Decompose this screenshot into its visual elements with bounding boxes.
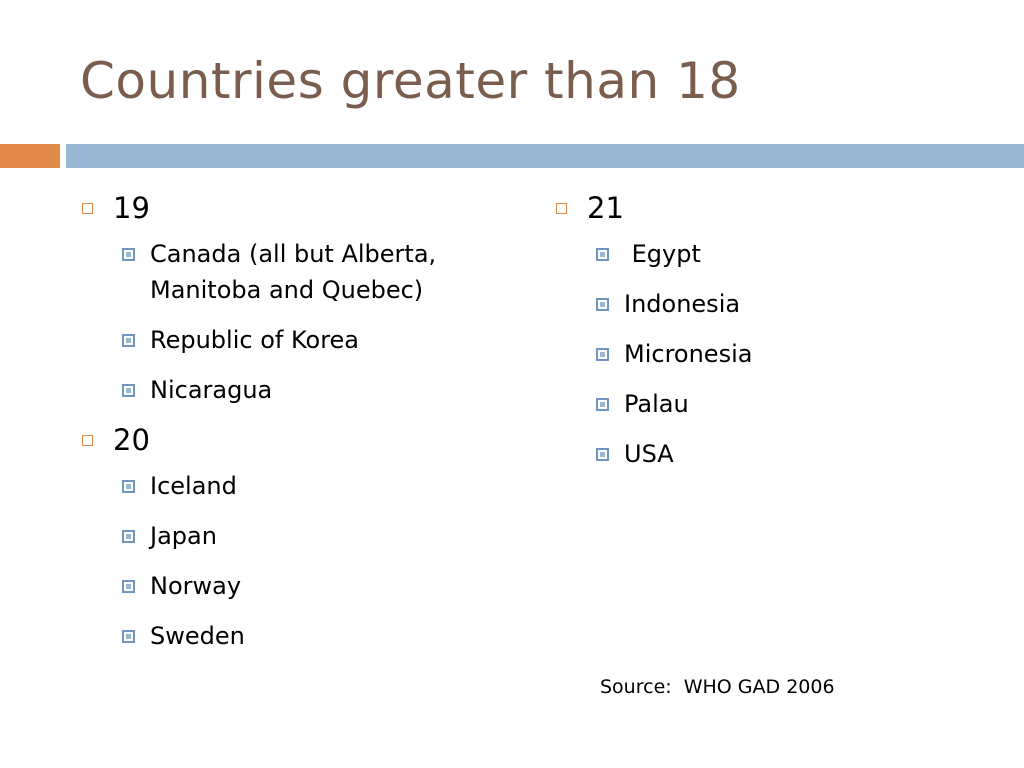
country-name: Norway	[150, 572, 242, 600]
list-item: Palau	[596, 386, 976, 422]
list-item: Sweden	[122, 618, 512, 654]
hollow-square-bullet-icon	[82, 434, 93, 446]
country-name: Micronesia	[624, 340, 753, 368]
slide-title: Countries greater than 18	[80, 52, 741, 110]
bullet-level1: 19	[82, 190, 512, 226]
square-bullet-icon	[122, 630, 135, 643]
country-name: Nicaragua	[150, 376, 273, 404]
country-name: Palau	[624, 390, 689, 418]
square-bullet-icon	[122, 384, 135, 397]
title-accent-bar-orange	[0, 144, 60, 168]
square-bullet-icon	[122, 580, 135, 593]
source-citation: Source: WHO GAD 2006	[600, 676, 835, 698]
square-bullet-icon	[596, 398, 609, 411]
country-name: Japan	[150, 522, 217, 550]
square-bullet-icon	[596, 448, 609, 461]
square-bullet-icon	[122, 480, 135, 493]
country-name: Indonesia	[624, 290, 741, 318]
age-label: 19	[113, 191, 150, 225]
list-item: Republic of Korea	[122, 322, 512, 358]
list-item: Canada (all but Alberta, Manitoba and Qu…	[122, 236, 512, 308]
country-name: Iceland	[150, 472, 237, 500]
country-name: USA	[624, 440, 674, 468]
country-name: Egypt	[624, 240, 701, 268]
age-group-19: 19 Canada (all but Alberta, Manitoba and…	[82, 190, 512, 408]
square-bullet-icon	[596, 348, 609, 361]
list-item: Micronesia	[596, 336, 976, 372]
title-accent-bar-blue	[66, 144, 1024, 168]
right-column: 21 Egypt Indonesia Micronesia Palau USA	[556, 190, 976, 486]
left-column: 19 Canada (all but Alberta, Manitoba and…	[82, 190, 512, 668]
bullet-level1: 20	[82, 422, 512, 458]
list-item: USA	[596, 436, 976, 472]
square-bullet-icon	[122, 248, 135, 261]
square-bullet-icon	[122, 334, 135, 347]
country-name: Sweden	[150, 622, 245, 650]
list-item: Nicaragua	[122, 372, 512, 408]
hollow-square-bullet-icon	[82, 202, 93, 214]
list-item: Norway	[122, 568, 512, 604]
age-label: 20	[113, 423, 150, 457]
list-item: Japan	[122, 518, 512, 554]
list-item: Egypt	[596, 236, 976, 272]
list-item: Iceland	[122, 468, 512, 504]
country-name: Canada (all but Alberta, Manitoba and Qu…	[150, 240, 437, 304]
bullet-level1: 21	[556, 190, 976, 226]
square-bullet-icon	[596, 298, 609, 311]
square-bullet-icon	[596, 248, 609, 261]
country-name: Republic of Korea	[150, 326, 360, 354]
age-label: 21	[587, 191, 624, 225]
list-item: Indonesia	[596, 286, 976, 322]
age-group-21: 21 Egypt Indonesia Micronesia Palau USA	[556, 190, 976, 472]
age-group-20: 20 Iceland Japan Norway Sweden	[82, 422, 512, 654]
square-bullet-icon	[122, 530, 135, 543]
hollow-square-bullet-icon	[556, 202, 567, 214]
